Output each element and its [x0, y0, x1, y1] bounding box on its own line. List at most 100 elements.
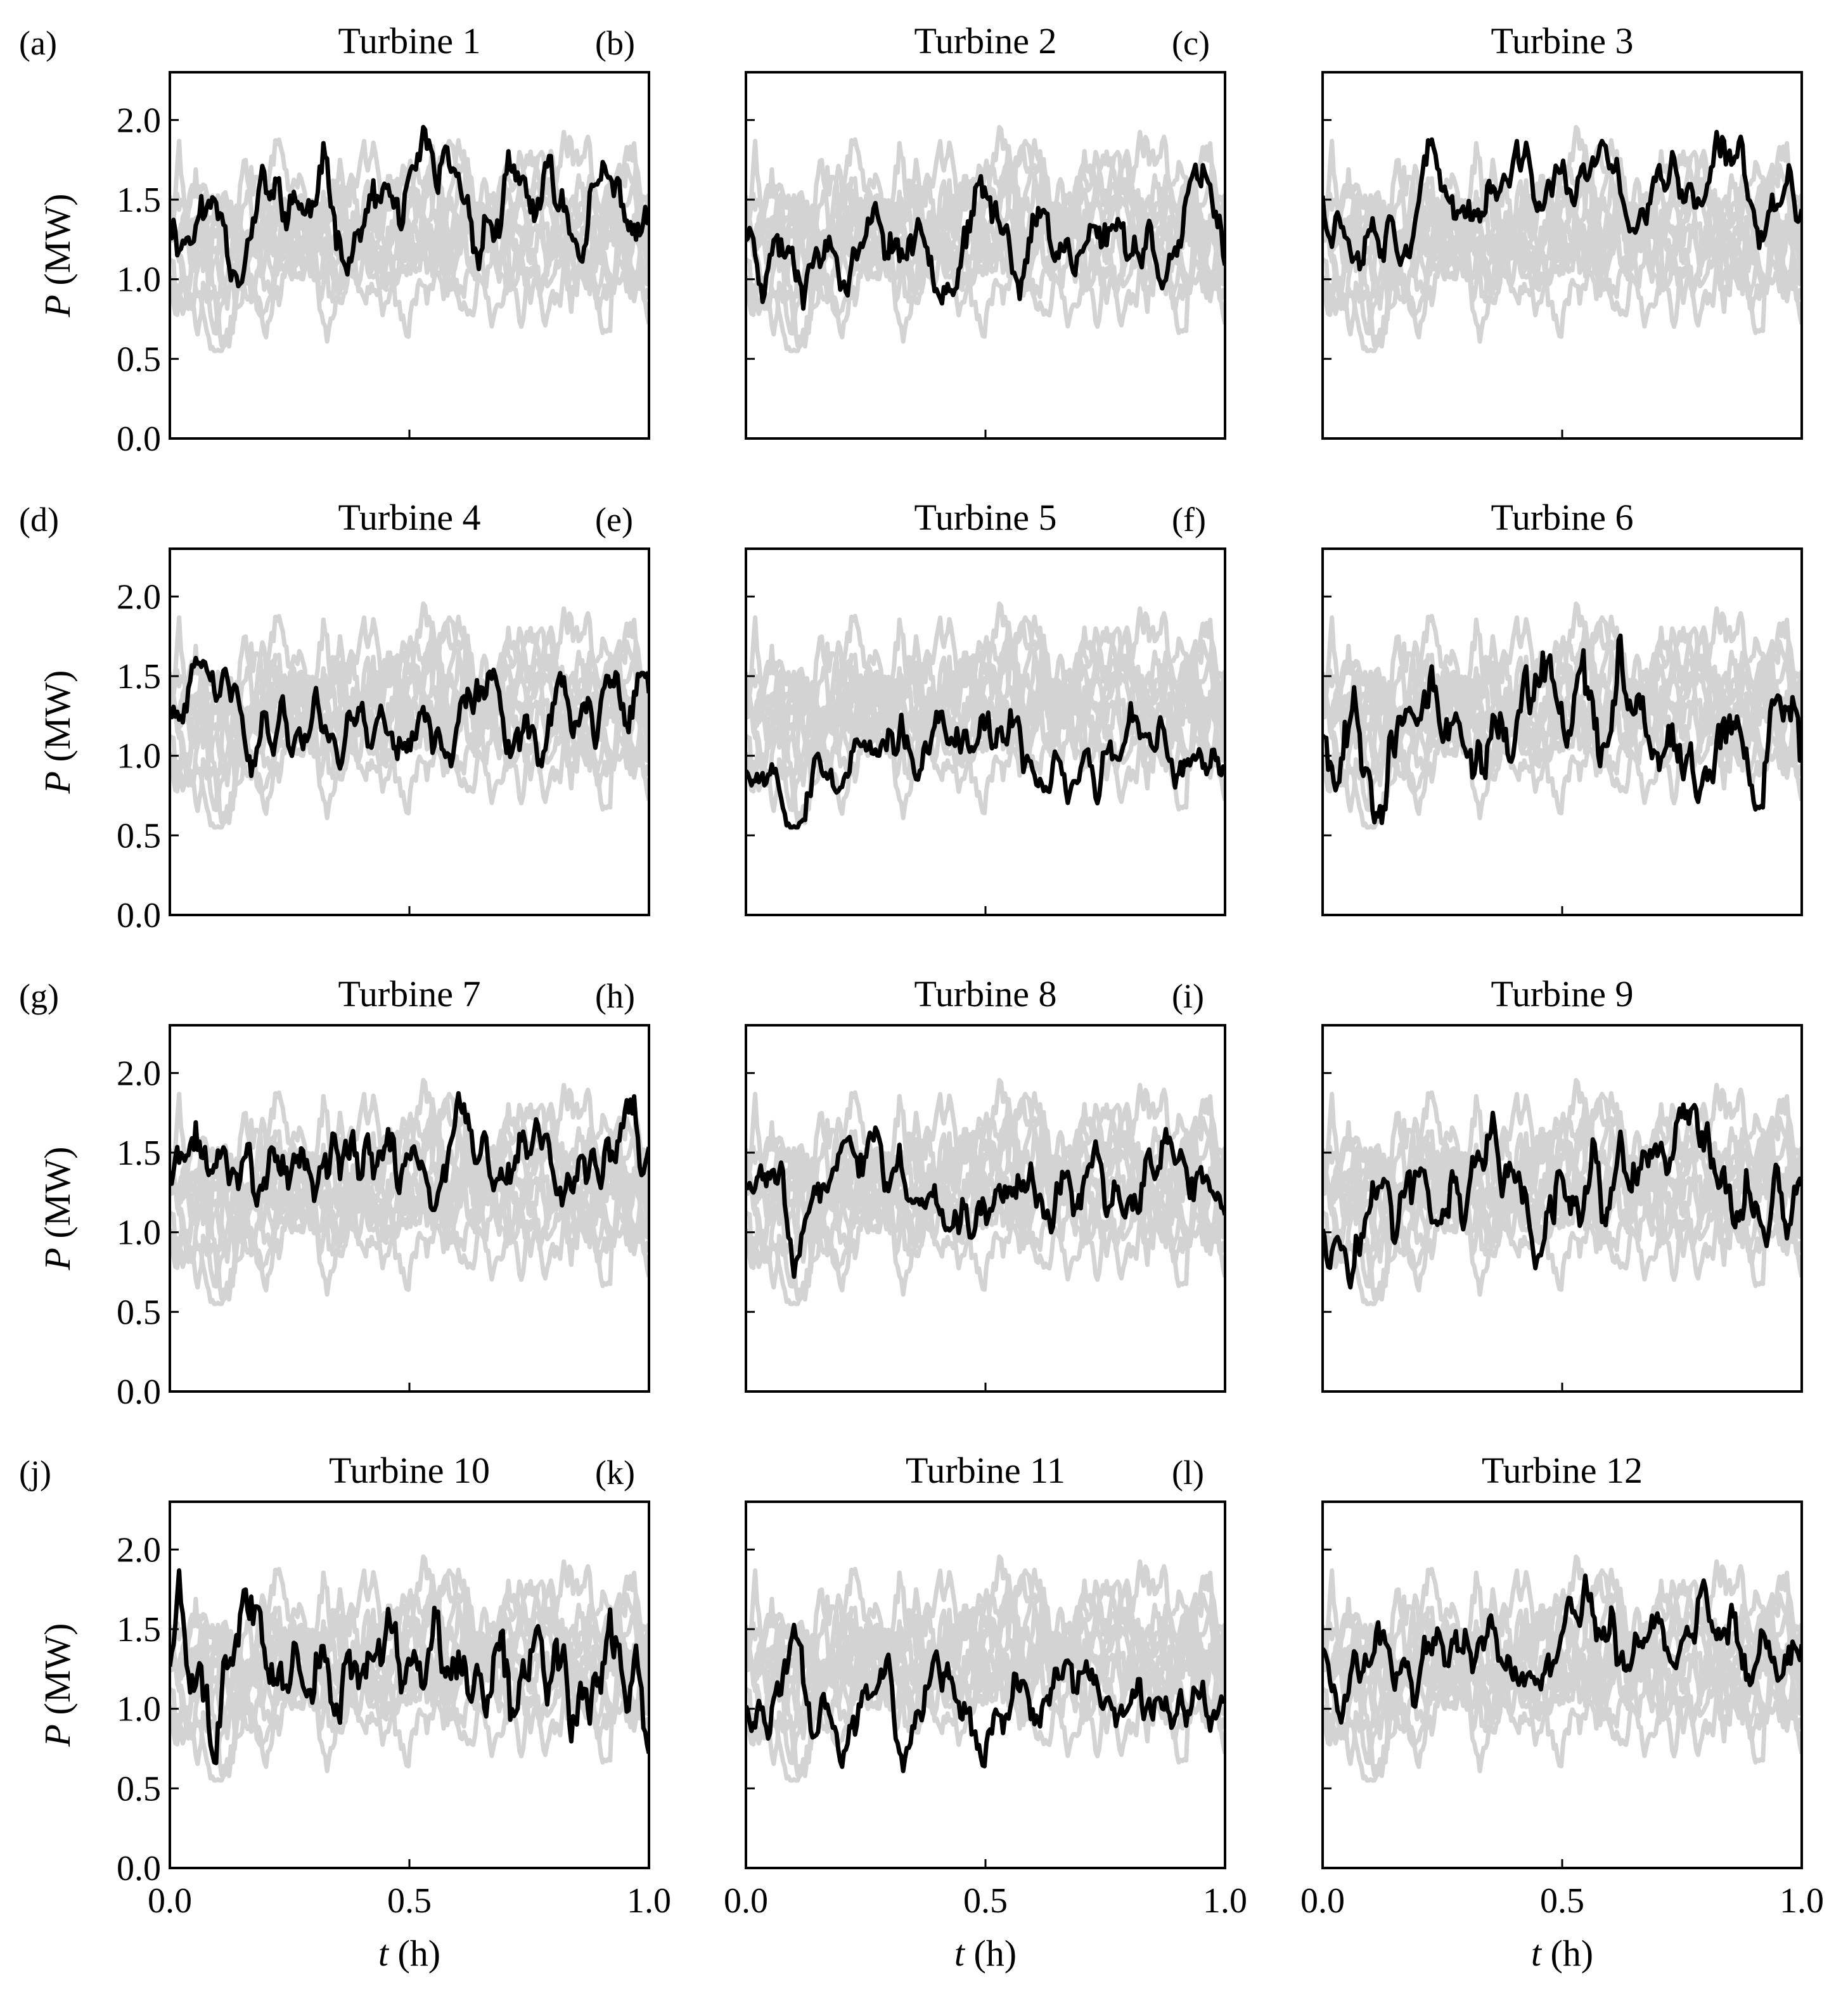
y-axis-label: P (MW) [37, 1147, 78, 1271]
y-tick-label: 0.0 [117, 1849, 161, 1888]
panel-title: Turbine 8 [914, 973, 1056, 1014]
series-turbine-3-gray [746, 1082, 1225, 1225]
panel-1: 0.0 0.5 1.0 1.5 2.0 Turbine 1 (a) P (MW) [19, 20, 650, 459]
panel-title: Turbine 11 [906, 1450, 1065, 1491]
y-tick-label: 2.0 [117, 1054, 161, 1093]
x-axis-label-unit: (h) [388, 1933, 440, 1974]
series-turbine-12-highlight [1323, 1573, 1802, 1725]
y-tick-label: 0.5 [117, 816, 161, 855]
series-turbine-11-gray [170, 193, 649, 344]
x-axis-label-var: t [1531, 1933, 1543, 1974]
panel-10: 0.0 0.5 1.0 0.0 0.5 1.0 1.5 2.0 Turbine 10 (j) P (… [19, 1450, 671, 1974]
x-tick-label: 0.0 [1300, 1881, 1345, 1921]
series-turbine-3-gray [170, 129, 649, 272]
series-turbine-11-gray [1323, 669, 1802, 821]
series-turbine-11-highlight [746, 1622, 1225, 1774]
y-axis-label-var: P [37, 771, 78, 794]
panel-lines [1323, 601, 1802, 830]
series-turbine-11-gray [746, 669, 1225, 821]
series-turbine-12-gray [746, 144, 1225, 295]
series-turbine-3-gray [746, 606, 1225, 748]
panel-lines [746, 601, 1225, 830]
x-tick-label: 0.0 [148, 1881, 192, 1921]
panel-letter: (k) [595, 1454, 635, 1492]
y-axis-label-unit: (MW) [37, 1623, 78, 1724]
y-tick-label: 1.5 [117, 1610, 161, 1649]
panel-title: Turbine 2 [914, 20, 1056, 61]
series-turbine-3-gray [170, 1082, 649, 1225]
series-turbine-11-gray [746, 193, 1225, 344]
series-turbine-11-gray [170, 1146, 649, 1297]
y-axis-label-var: P [37, 295, 78, 317]
y-tick-label: 1.5 [117, 181, 161, 220]
y-tick-label: 0.5 [117, 1769, 161, 1808]
y-axis-label: P (MW) [37, 670, 78, 795]
x-tick-label: 0.5 [387, 1881, 432, 1921]
series-turbine-3-gray [170, 1559, 649, 1701]
series-turbine-3-gray [1323, 1082, 1802, 1225]
series-turbine-12-gray [1323, 620, 1802, 772]
y-tick-label: 1.5 [117, 1134, 161, 1173]
x-tick-label: 0.5 [963, 1881, 1008, 1921]
panel-title: Turbine 12 [1482, 1450, 1643, 1491]
panel-letter: (j) [19, 1454, 51, 1492]
panel-lines [746, 1078, 1225, 1307]
panel-7: 0.0 0.5 1.0 1.5 2.0 Turbine 7 (g) P (MW) [19, 973, 650, 1412]
panel-title: Turbine 3 [1491, 20, 1633, 61]
y-axis-label: P (MW) [37, 1623, 78, 1748]
series-turbine-4-highlight [170, 655, 649, 778]
x-axis-label-unit: (h) [965, 1933, 1017, 1974]
panel-letter: (d) [19, 501, 59, 539]
series-turbine-1-highlight [170, 125, 649, 289]
series-turbine-11-gray [746, 1146, 1225, 1297]
x-tick-label: 1.0 [1203, 1881, 1247, 1921]
panel-title: Turbine 5 [914, 497, 1056, 538]
y-axis-label-unit: (MW) [37, 194, 78, 295]
panel-letter: (a) [19, 24, 57, 62]
panel-title: Turbine 6 [1491, 497, 1633, 538]
panel-9: Turbine 9 (i) [1172, 973, 1803, 1393]
x-axis-label: t (h) [378, 1933, 440, 1974]
panel-letter: (f) [1172, 501, 1206, 539]
panel-letter: (i) [1172, 977, 1204, 1015]
panel-letter: (c) [1172, 24, 1210, 62]
y-axis-label-var: P [37, 1724, 78, 1747]
panel-title: Turbine 9 [1491, 973, 1633, 1014]
panel-title: Turbine 4 [338, 497, 480, 538]
panel-5: Turbine 5 (e) [595, 497, 1226, 916]
panel-lines [1323, 125, 1802, 354]
series-turbine-6-highlight [1323, 633, 1802, 826]
series-turbine-12-gray [170, 1573, 649, 1725]
series-turbine-3-gray [746, 1559, 1225, 1701]
panel-4: 0.0 0.5 1.0 1.5 2.0 Turbine 4 (d) P (MW) [19, 497, 650, 935]
series-turbine-3-gray [1323, 1559, 1802, 1701]
y-tick-label: 0.0 [117, 419, 161, 459]
panel-11: 0.0 0.5 1.0 Turbine 11 (k) t (h) [595, 1450, 1247, 1974]
x-axis-label-unit: (h) [1541, 1933, 1593, 1974]
series-turbine-12-gray [746, 1573, 1225, 1725]
panel-letter: (h) [595, 977, 635, 1015]
series-turbine-12-gray [1323, 144, 1802, 295]
panel-letter: (l) [1172, 1454, 1204, 1492]
panel-lines [170, 125, 649, 354]
panel-letter: (g) [19, 977, 59, 1015]
y-tick-label: 0.0 [117, 1372, 161, 1412]
series-turbine-2-highlight [746, 162, 1225, 311]
series-turbine-9-highlight [1323, 1102, 1802, 1289]
y-tick-label: 0.5 [117, 340, 161, 379]
series-turbine-12-gray [746, 620, 1225, 772]
series-turbine-11-gray [1323, 1146, 1802, 1297]
series-turbine-7-highlight [170, 1091, 649, 1212]
x-tick-label: 0.5 [1540, 1881, 1584, 1921]
series-turbine-3-gray [170, 606, 649, 748]
series-turbine-12-gray [1323, 1097, 1802, 1248]
panel-title: Turbine 7 [338, 973, 480, 1014]
y-axis-label-unit: (MW) [37, 1147, 78, 1248]
panel-lines [170, 601, 649, 830]
panel-3: Turbine 3 (c) [1172, 20, 1803, 440]
x-axis-label: t (h) [1531, 1933, 1593, 1974]
y-tick-label: 0.0 [117, 896, 161, 935]
y-tick-label: 1.5 [117, 657, 161, 696]
series-turbine-3-gray [1323, 606, 1802, 748]
